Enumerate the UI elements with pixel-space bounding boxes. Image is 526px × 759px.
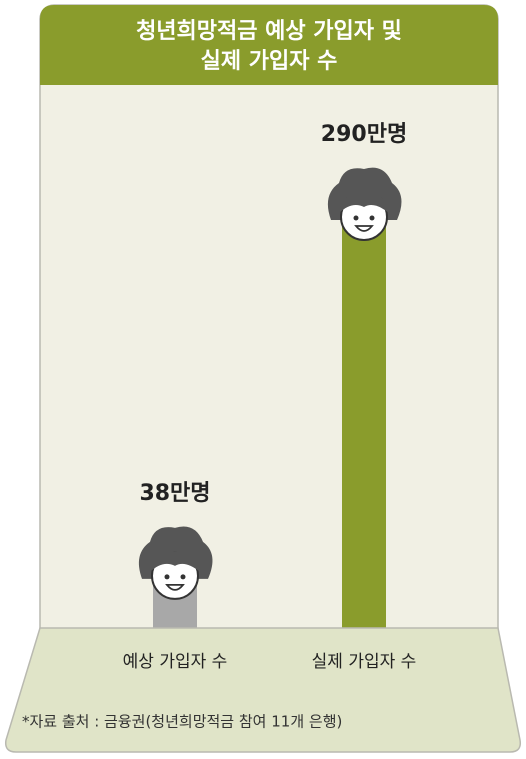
- base: [6, 628, 521, 752]
- panel: [40, 5, 498, 665]
- chart: 청년희망적금 예상 가입자 및 실제 가입자 수 38만명 290만명 예상 가입…: [0, 0, 526, 755]
- eye: [370, 216, 375, 221]
- source: *자료 출처 : 금융권(청년희망적금 참여 11개 은행): [22, 713, 342, 731]
- title-line: 청년희망적금 예상 가입자 및: [136, 19, 402, 44]
- title-line: 실제 가입자 수: [201, 49, 338, 74]
- value-label: 38만명: [139, 481, 210, 506]
- category-label: 실제 가입자 수: [312, 652, 417, 672]
- eye: [354, 216, 359, 221]
- eye: [181, 574, 186, 579]
- page: 청년희망적금 예상 가입자 및 실제 가입자 수 38만명 290만명 예상 가입…: [0, 0, 526, 755]
- eye: [165, 574, 170, 579]
- category-label: 예상 가입자 수: [123, 652, 228, 672]
- bar: [342, 215, 386, 628]
- value-label: 290만명: [321, 122, 407, 147]
